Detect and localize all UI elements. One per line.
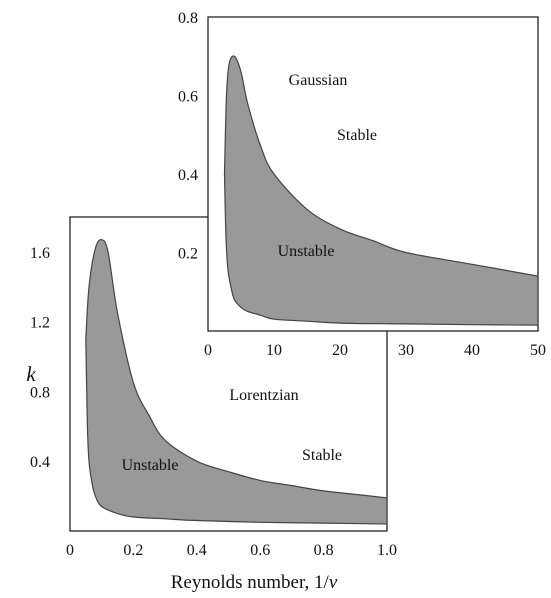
lorentzian-y-tick-label: 0.8	[30, 384, 50, 401]
lorentzian-y-tick-label: 1.2	[30, 315, 50, 332]
x-axis-label-symbol: v	[329, 572, 338, 593]
lorentzian-x-tick-label: 0.6	[250, 542, 270, 559]
lorentzian-x-tick-label: 0.2	[123, 542, 143, 559]
lorentzian-x-ticks: 0 0.2 0.4 0.6 0.8 1.0	[66, 542, 397, 559]
lorentzian-y-tick-label: 0.4	[30, 454, 50, 471]
lorentzian-unstable-label: Unstable	[122, 457, 179, 474]
gaussian-y-tick-label: 0.8	[178, 10, 198, 27]
gaussian-x-tick-label: 50	[530, 342, 546, 359]
gaussian-x-tick-label: 10	[266, 342, 282, 359]
lorentzian-panel-label: Lorentzian	[229, 387, 298, 404]
x-axis-label-text: Reynolds number, 1/	[171, 572, 330, 593]
lorentzian-x-tick-label: 0	[66, 542, 74, 559]
lorentzian-x-tick-label: 0.8	[314, 542, 334, 559]
gaussian-y-tick-label: 0.2	[178, 246, 198, 263]
gaussian-unstable-region	[223, 55, 539, 326]
lorentzian-x-tick-label: 0.4	[187, 542, 207, 559]
gaussian-y-tick-label: 0.6	[178, 89, 198, 106]
gaussian-x-ticks: 0 10 20 30 40 50	[204, 342, 546, 359]
x-axis-label: Reynolds number, 1/v	[171, 572, 338, 593]
lorentzian-y-ticks: 0.4 0.8 1.2 1.6	[30, 245, 50, 471]
gaussian-panel: 0 10 20 30 40 50 0.2 0.4 0.6 0.8 Gaussian Stable…	[178, 10, 546, 359]
lorentzian-y-tick-label: 1.6	[30, 245, 50, 262]
y-axis-label: k	[26, 362, 36, 386]
gaussian-stable-label: Stable	[337, 127, 377, 144]
gaussian-y-tick-label: 0.4	[178, 167, 198, 184]
gaussian-x-tick-label: 20	[332, 342, 348, 359]
gaussian-panel-label: Gaussian	[289, 72, 348, 89]
gaussian-y-ticks: 0.2 0.4 0.6 0.8	[178, 10, 198, 263]
lorentzian-x-tick-label: 1.0	[377, 542, 397, 559]
lorentzian-unstable-region	[85, 238, 388, 525]
lorentzian-stable-label: Stable	[302, 447, 342, 464]
gaussian-x-tick-label: 0	[204, 342, 212, 359]
gaussian-x-tick-label: 30	[398, 342, 414, 359]
gaussian-x-tick-label: 40	[464, 342, 480, 359]
gaussian-unstable-label: Unstable	[278, 243, 335, 260]
